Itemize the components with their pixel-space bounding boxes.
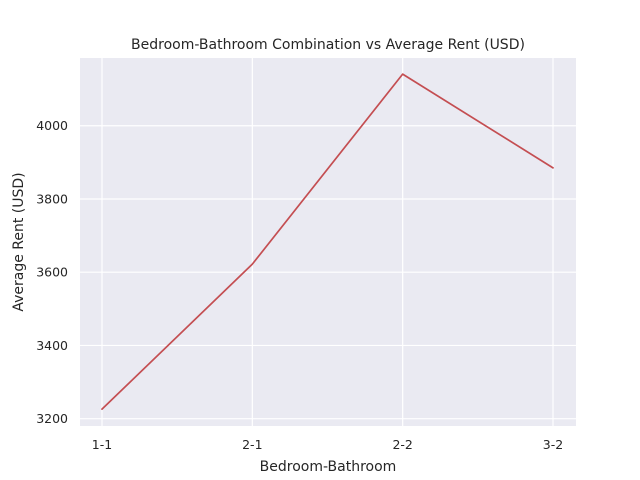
y-tick-label: 3800 — [36, 191, 68, 206]
series-layer — [101, 73, 554, 411]
y-tick-label: 3200 — [36, 411, 68, 426]
y-axis-ticks: 3200 3400 3600 3800 4000 — [36, 118, 68, 426]
y-tick-label: 3400 — [36, 338, 68, 353]
x-axis-ticks: 1-1 2-1 2-2 3-2 — [92, 437, 563, 452]
x-tick-label: 1-1 — [92, 437, 112, 452]
x-tick-label: 2-1 — [242, 437, 262, 452]
y-tick-label: 4000 — [36, 118, 68, 133]
x-axis-label: Bedroom-Bathroom — [260, 459, 397, 475]
y-tick-label: 3600 — [36, 265, 68, 280]
y-axis-label: Average Rent (USD) — [11, 172, 27, 311]
series-line — [101, 73, 554, 411]
grid — [80, 58, 576, 426]
chart-title: Bedroom-Bathroom Combination vs Average … — [131, 37, 525, 53]
x-tick-label: 3-2 — [543, 437, 563, 452]
x-tick-label: 2-2 — [392, 437, 412, 452]
plot-area — [80, 58, 576, 426]
